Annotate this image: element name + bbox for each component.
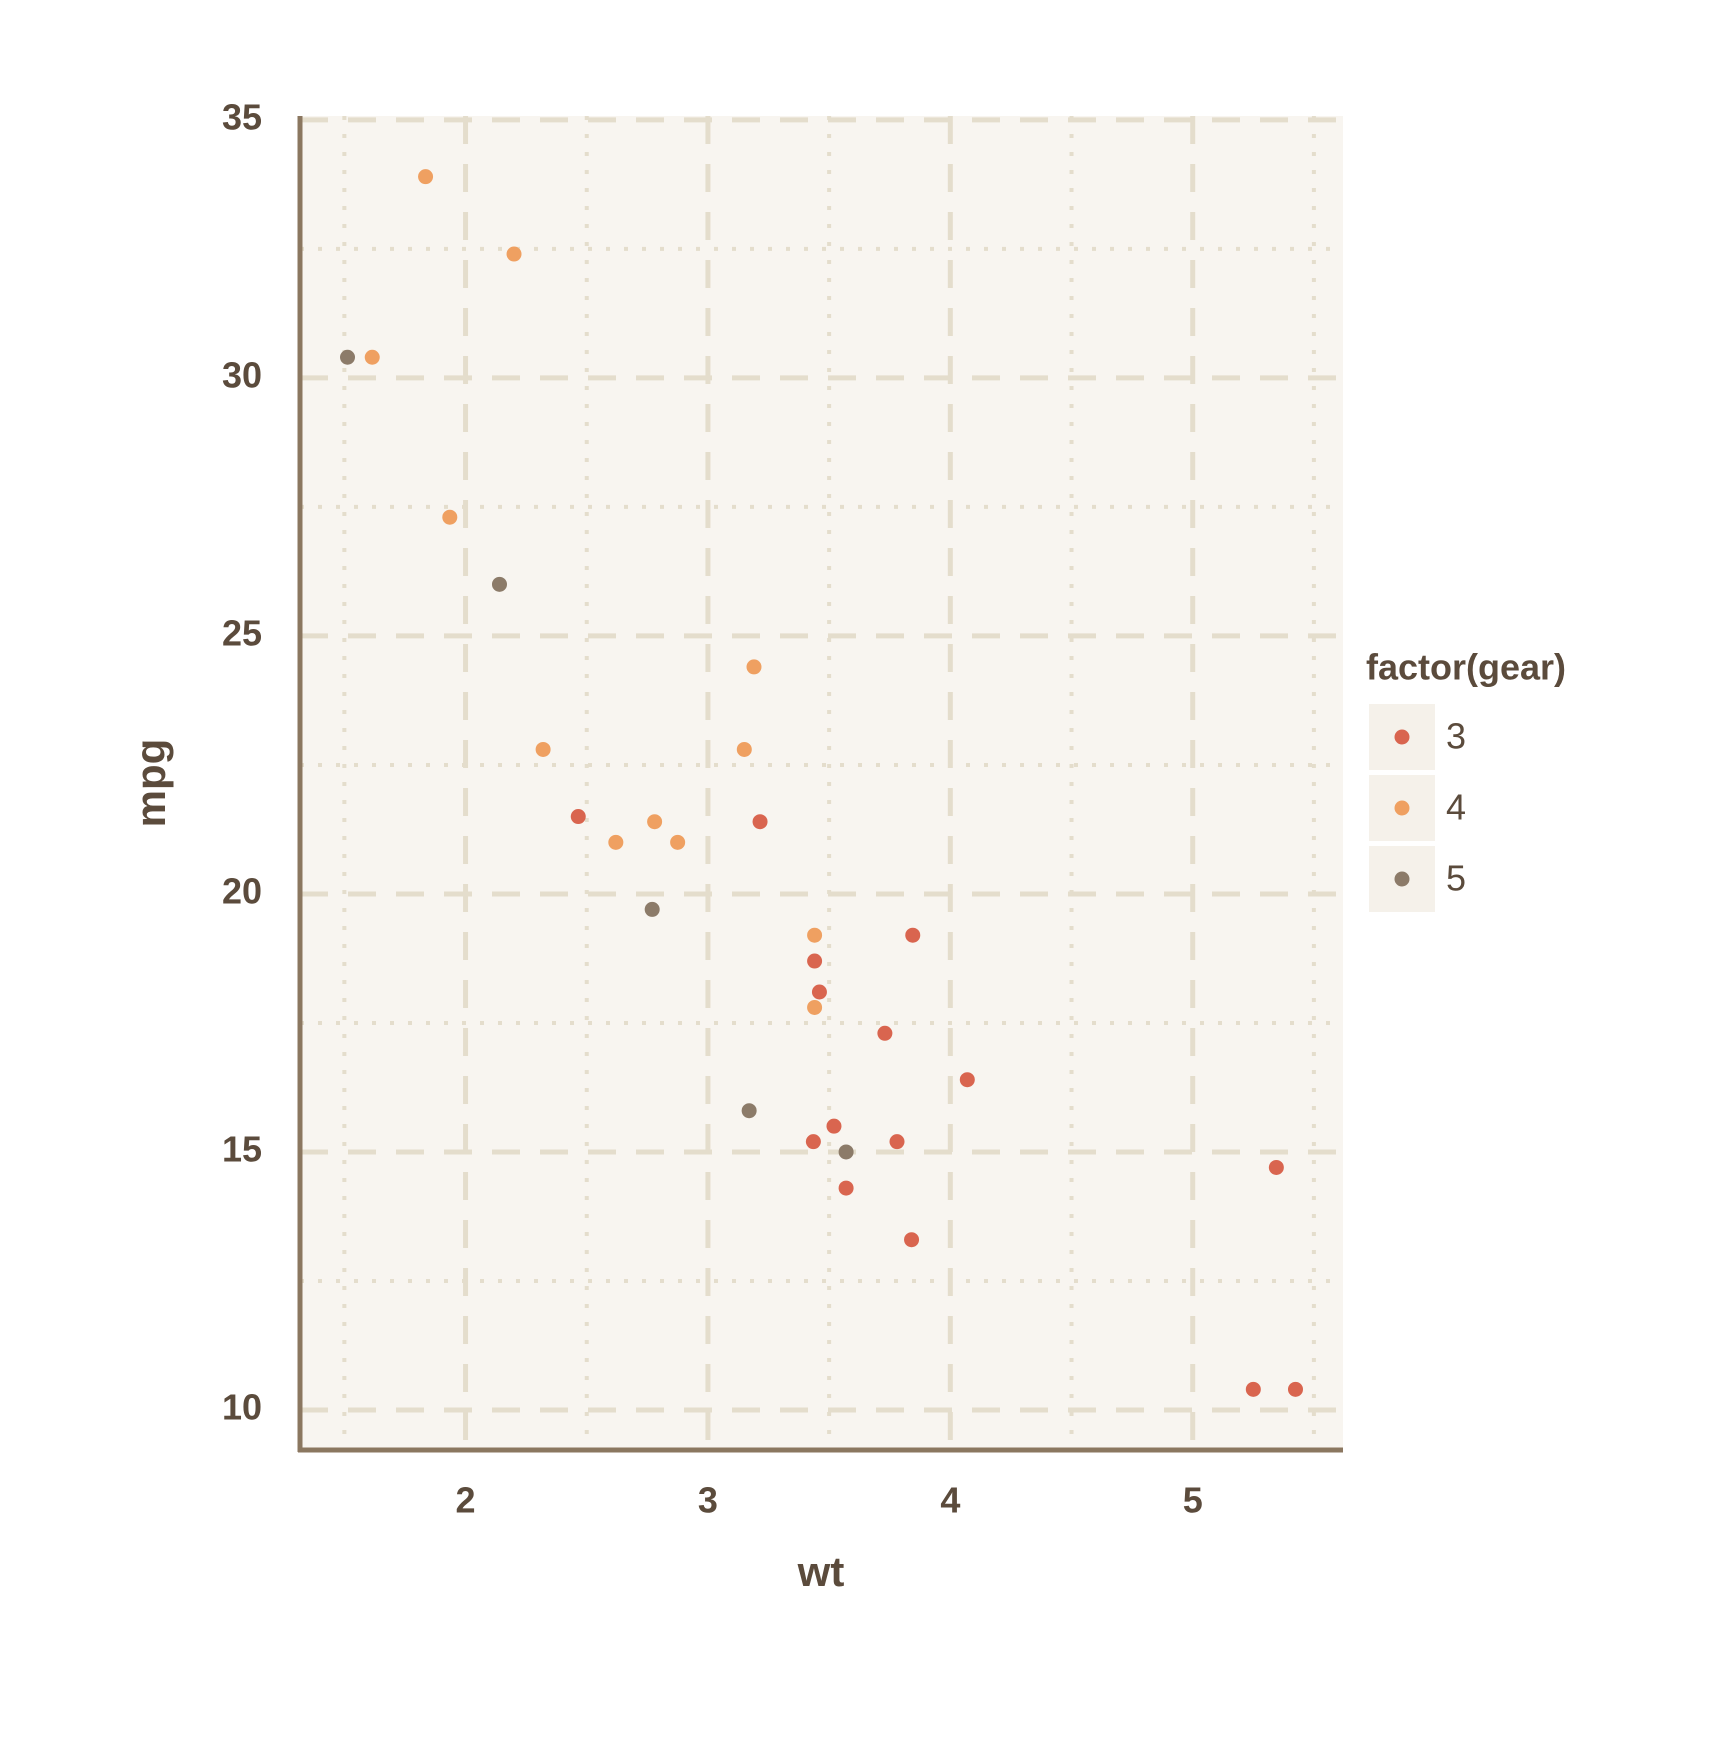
point [811, 984, 827, 1000]
point [442, 509, 458, 525]
point [805, 1134, 821, 1150]
point [807, 999, 823, 1015]
x-tick-label: 3 [698, 1480, 718, 1521]
point [364, 349, 380, 365]
panel [300, 116, 1343, 1450]
point [904, 1232, 920, 1248]
y-tick-label: 10 [222, 1387, 262, 1428]
point [644, 901, 660, 917]
x-tick-label: 4 [940, 1480, 960, 1521]
legend-label: 4 [1446, 787, 1466, 828]
point [647, 814, 663, 830]
point [1287, 1381, 1303, 1397]
point [877, 1025, 893, 1041]
point [807, 953, 823, 969]
y-axis-title: mpg [127, 739, 174, 828]
legend-label: 3 [1446, 716, 1466, 757]
point [535, 741, 551, 757]
point [746, 659, 762, 675]
point [670, 834, 686, 850]
point [752, 814, 768, 830]
legend-marker [1394, 800, 1410, 816]
legend-title: factor(gear) [1366, 647, 1566, 688]
x-axis-title: wt [797, 1548, 845, 1595]
x-tick-label: 5 [1183, 1480, 1203, 1521]
y-tick-label: 25 [222, 612, 262, 653]
point [736, 741, 752, 757]
point [1268, 1159, 1284, 1175]
y-tick-label: 35 [222, 96, 262, 137]
point [905, 927, 921, 943]
point [889, 1134, 905, 1150]
point [826, 1118, 842, 1134]
point [741, 1103, 757, 1119]
point [838, 1180, 854, 1196]
x-tick-label: 2 [456, 1480, 476, 1521]
point [491, 576, 507, 592]
y-tick-label: 15 [222, 1128, 262, 1169]
point [340, 349, 356, 365]
point [570, 809, 586, 825]
legend-label: 5 [1446, 858, 1466, 899]
point [1245, 1381, 1261, 1397]
point [838, 1144, 854, 1160]
point [506, 246, 522, 262]
legend-marker [1394, 729, 1410, 745]
point [418, 169, 434, 185]
point [807, 927, 823, 943]
legend-marker [1394, 871, 1410, 887]
point [959, 1072, 975, 1088]
y-tick-label: 20 [222, 870, 262, 911]
y-tick-label: 30 [222, 354, 262, 395]
point [608, 834, 624, 850]
